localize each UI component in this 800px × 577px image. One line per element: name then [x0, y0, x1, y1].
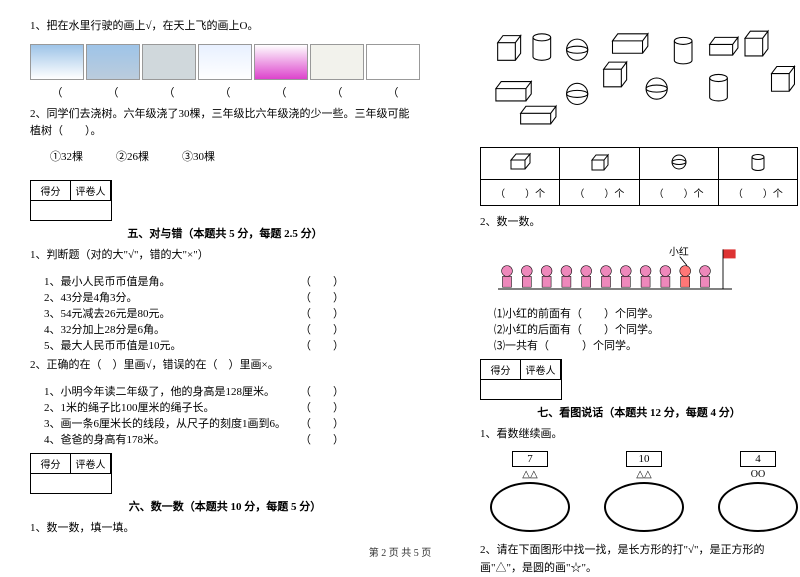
shapes-scatter — [480, 18, 798, 138]
score-box-7: 得分 评卷人 — [480, 359, 562, 400]
oval-tri-1: △△ — [490, 469, 570, 480]
svg-text:小红: 小红 — [669, 244, 689, 257]
j2-list: 1、小明今年读二年级了，他的身高是128厘米。 （ ） 2、1米的绳子比100厘米… — [30, 383, 420, 447]
paren: （ ） — [300, 321, 344, 337]
r-q2: 2、数一数。 — [480, 214, 798, 232]
oval-tri-2: △△ — [604, 469, 684, 480]
sub2: ⑵小红的后面有（ ）个同学。 — [494, 321, 774, 337]
oval-1 — [490, 482, 570, 532]
paren: （ ） — [300, 337, 344, 353]
score-box-5: 得分 评卷人 — [30, 180, 112, 221]
oval-num-1: 7 — [512, 451, 548, 467]
oval-2 — [604, 482, 684, 532]
reviewer-label: 评卷人 — [71, 181, 111, 201]
score-label: 得分 — [31, 181, 71, 201]
oval-3 — [718, 482, 798, 532]
oval-num-2: 10 — [626, 451, 662, 467]
paren: （ ） — [300, 383, 344, 399]
j2-4: 4、爸爸的身高有178米。 — [44, 431, 165, 447]
j2-2: 2、1米的绳子比100厘米的绳子长。 — [44, 399, 215, 415]
vehicle-images — [30, 44, 420, 80]
score-label: 得分 — [31, 454, 71, 474]
j2-3: 3、画一条6厘米长的线段，从尺子的刻度1画到6。 — [44, 415, 286, 431]
paren: （ ） — [300, 289, 344, 305]
oval-tri-3: OO — [718, 469, 798, 480]
paren: （ ） — [300, 305, 344, 321]
q1-text: 1、把在水里行驶的画上√，在天上飞的画上O。 — [30, 18, 420, 36]
reviewer-label: 评卷人 — [71, 454, 111, 474]
oval-num-3: 4 — [740, 451, 776, 467]
section-7-title: 七、看图说话（本题共 12 分，每题 4 分） — [480, 404, 798, 420]
j1-head: 1、判断题（对的大"√"，错的大"×"） — [30, 247, 420, 265]
paren: （ ） — [300, 399, 344, 415]
reviewer-blank — [71, 474, 111, 493]
kids-subs: ⑴小红的前面有（ ）个同学。 ⑵小红的后面有（ ）个同学。 ⑶一共有（ ）个同学… — [480, 305, 798, 353]
score-label: 得分 — [481, 360, 521, 380]
paren: （ ） — [300, 273, 344, 289]
oval-groups: 7 △△ 10 △△ 4 OO — [480, 451, 798, 532]
q6-1: 1、数一数，填一填。 — [30, 520, 420, 538]
score-blank — [31, 201, 71, 220]
score-box-6: 得分 评卷人 — [30, 453, 112, 494]
j1-1: 1、最小人民币币值是角。 — [44, 273, 171, 289]
section-6-title: 六、数一数（本题共 10 分，每题 5 分） — [30, 498, 420, 514]
table-cell: （ ）个 — [718, 180, 797, 206]
q2-text: 2、同学们去浇树。六年级浇了30棵，三年级比六年级浇的少一些。三年级可能植树（ … — [30, 106, 420, 141]
sub3: ⑶一共有（ ）个同学。 — [494, 337, 774, 353]
j1-2: 2、43分是4角3分。 — [44, 289, 138, 305]
j1-list: 1、最小人民币币值是角。 （ ） 2、43分是4角3分。 （ ） 3、54元减去26… — [30, 273, 420, 353]
q2-opts: ①32棵 ②26棵 ③30棵 — [30, 149, 420, 167]
paren: （ ） — [300, 431, 344, 447]
kids-line: 小红 — [480, 244, 750, 298]
j2-head: 2、正确的在（ ）里画√，错误的在（ ）里画×。 — [30, 357, 420, 375]
section-5-title: 五、对与错（本题共 5 分，每题 2.5 分） — [30, 225, 420, 241]
reviewer-label: 评卷人 — [521, 360, 561, 380]
page-footer: 第 2 页 共 5 页 — [0, 544, 800, 559]
table-cell: （ ）个 — [560, 180, 639, 206]
sub1: ⑴小红的前面有（ ）个同学。 — [494, 305, 774, 321]
table-cell: （ ）个 — [639, 180, 718, 206]
q7-1: 1、看数继续画。 — [480, 426, 798, 444]
j1-3: 3、54元减去26元是80元。 — [44, 305, 171, 321]
j1-5: 5、最大人民币币值是10元。 — [44, 337, 182, 353]
j2-1: 1、小明今年读二年级了，他的身高是128厘米。 — [44, 383, 275, 399]
score-blank — [31, 474, 71, 493]
j1-4: 4、32分加上28分是6角。 — [44, 321, 165, 337]
reviewer-blank — [71, 201, 111, 220]
table-cell: （ ）个 — [481, 180, 560, 206]
paren: （ ） — [300, 415, 344, 431]
vehicle-parens: （（（（（（（ — [30, 84, 420, 100]
score-blank — [481, 380, 521, 399]
reviewer-blank — [521, 380, 561, 399]
shape-count-table: （ ）个 （ ）个 （ ）个 （ ）个 — [480, 147, 798, 206]
